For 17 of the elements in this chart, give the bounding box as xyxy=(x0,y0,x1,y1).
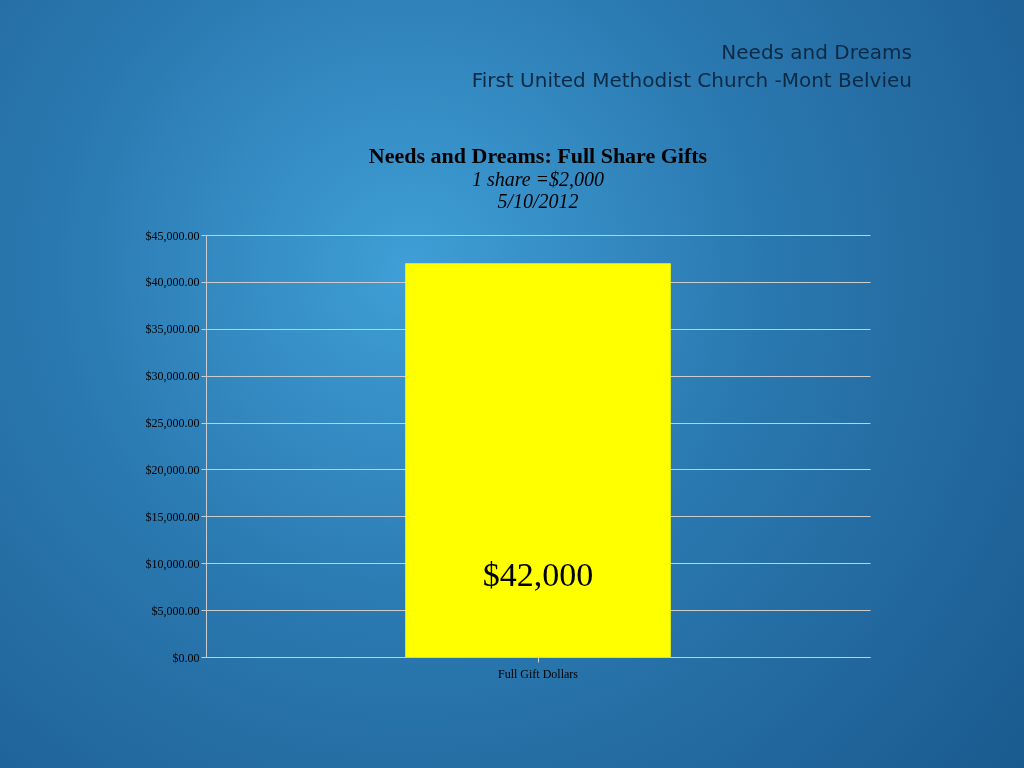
y-tick-label: $40,000.00 xyxy=(145,275,200,290)
y-tick-label: $15,000.00 xyxy=(145,509,200,524)
y-tick-label: $25,000.00 xyxy=(145,416,200,431)
y-tick-label: $20,000.00 xyxy=(145,462,200,477)
data-label: $42,000 xyxy=(482,556,594,594)
y-tick-label: $5,000.00 xyxy=(151,603,200,618)
text: First United Methodist Church -Mont Belvieu xyxy=(471,67,912,94)
x-tick-label: Full Gift Dollars xyxy=(498,666,579,681)
chart-title: Needs and Dreams: Full Share Gifts xyxy=(368,143,708,168)
chart-subtitle: 1 share =$2,000 xyxy=(471,168,605,190)
y-tick-label: $10,000.00 xyxy=(145,556,200,571)
y-tick-label: $30,000.00 xyxy=(145,369,200,384)
y-tick-label: $0.00 xyxy=(172,650,200,665)
y-tick-label: $35,000.00 xyxy=(145,322,200,337)
y-tick-label: $45,000.00 xyxy=(145,228,200,243)
text: 5/10/2012 xyxy=(497,190,579,212)
text: Needs and Dreams xyxy=(720,39,912,66)
